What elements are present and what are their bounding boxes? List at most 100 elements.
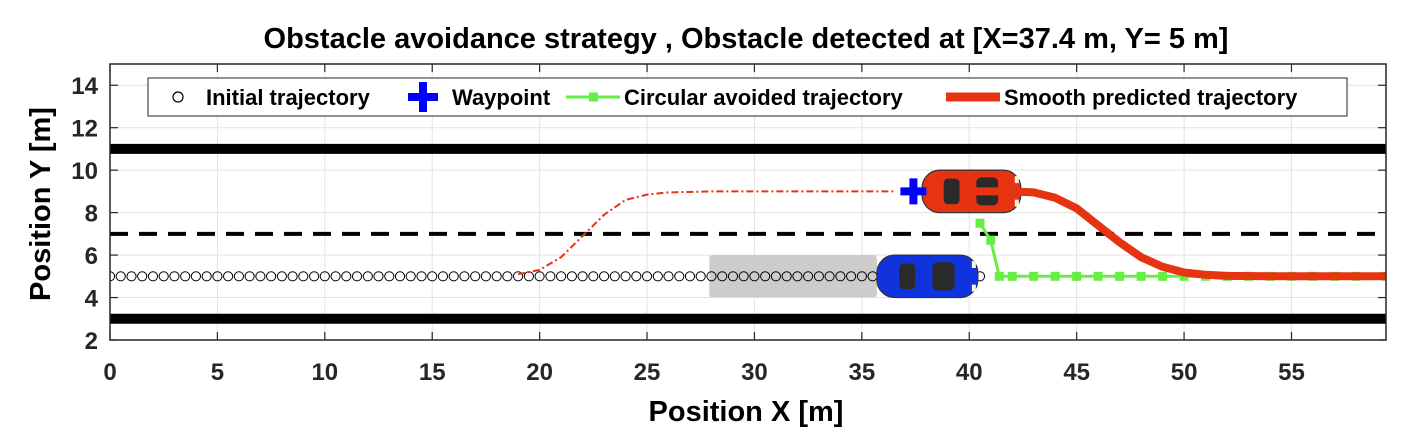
y-axis-label: Position Y [m] [25,107,57,301]
initial-trajectory-point [781,271,792,282]
legend-label: Smooth predicted trajectory [1004,85,1298,110]
initial-trajectory-point [212,271,223,282]
x-tick-label: 15 [419,359,446,386]
smooth-predicted-dashdot [517,190,895,276]
initial-trajectory-point [244,271,255,282]
initial-trajectory-point [459,271,470,282]
chart-title: Obstacle avoidance strategy , Obstacle d… [264,23,1229,55]
initial-trajectory-point [437,271,449,282]
initial-trajectory-point [362,271,373,282]
legend: Initial trajectory Waypoint Circular avoid… [147,77,1348,117]
initial-trajectory-point [180,271,191,282]
legend-swatch [172,91,184,103]
other-car-headlight [971,261,976,269]
initial-trajectory-point [717,271,728,282]
initial-trajectory-point [727,271,739,282]
other-car [876,254,979,299]
circular-avoided-point [975,218,985,228]
ego-car-roof [961,179,975,204]
initial-trajectory-point [513,271,524,282]
x-tick-label: 0 [103,359,116,386]
initial-trajectory-point [502,271,513,282]
legend-swatch [589,92,598,102]
x-tick-label: 30 [741,359,768,386]
x-tick-label: 40 [956,359,983,386]
ego-car-headlight [1014,176,1019,184]
other-car-roof [917,264,931,289]
circular-avoided-point [1072,271,1082,281]
circular-avoided-point [1007,271,1017,281]
initial-trajectory-point [631,271,642,282]
initial-trajectory-point [545,271,556,282]
initial-trajectory-point [749,271,760,282]
legend-box [147,77,1348,117]
initial-trajectory-point [470,271,481,282]
circular-avoided-point [1050,271,1060,281]
initial-trajectory-point [556,271,567,282]
plot-contents [110,143,1386,324]
initial-trajectory-point [147,271,159,282]
initial-trajectory-point [824,271,835,282]
y-tick-label: 8 [85,201,98,228]
plot-area: 0 5 10 15 20 25 30 35 40 45 50 55 2 4 6 8 10 12 14 Initial … [71,63,1387,386]
x-tick-label: 25 [634,359,661,386]
initial-trajectory-point [448,271,459,282]
initial-trajectory-point [738,271,749,282]
circular-avoided-point [994,271,1004,281]
x-tick-label: 20 [526,359,553,386]
initial-trajectory-point [609,271,620,282]
initial-trajectory-point [416,271,427,282]
other-car-headlight [971,284,976,292]
initial-trajectory-point [652,271,663,282]
y-tick-label: 12 [71,116,98,143]
initial-trajectory-point [684,271,696,282]
initial-trajectory-point [803,271,814,282]
ego-car-rear-window [943,178,960,205]
initial-trajectory-point [233,271,244,282]
initial-trajectory-point [674,271,685,282]
axes-box [109,63,1387,341]
initial-trajectory-point [330,271,341,282]
x-tick-label: 10 [311,359,338,386]
other-car-rear-window [899,263,916,290]
initial-trajectory-point [846,271,857,282]
initial-trajectory-point [405,271,416,282]
legend-label: Waypoint [452,85,551,110]
circular-avoided-point [986,235,996,245]
circular-avoided-point [1115,271,1125,281]
other-car-windshield [932,262,955,291]
initial-trajectory-point [351,271,363,282]
initial-trajectory-point [620,271,631,282]
x-tick-label: 50 [1171,359,1198,386]
y-tick-label: 10 [71,158,98,185]
initial-trajectory-point [491,271,502,282]
initial-trajectory-point [856,271,868,282]
initial-trajectory-point [341,271,352,282]
initial-trajectory-point [770,271,782,282]
initial-trajectory-point [309,271,320,282]
initial-trajectory-point [287,271,298,282]
initial-trajectory-point [190,271,201,282]
initial-trajectory-point [201,271,212,282]
initial-trajectory-point [566,271,578,282]
initial-trajectory-point [813,271,825,282]
initial-trajectory-point [115,271,126,282]
legend-label: Initial trajectory [206,85,371,110]
y-tick-label: 2 [85,328,98,355]
initial-trajectory-point [276,271,287,282]
ego-car-headlight [1014,199,1019,207]
initial-trajectory-point [480,271,491,282]
y-tick-label: 6 [85,243,98,270]
initial-trajectory-point [641,271,653,282]
x-tick-label: 55 [1278,359,1305,386]
initial-trajectory-point [169,271,180,282]
initial-trajectory-point [223,271,234,282]
y-tick-label: 4 [85,286,99,313]
initial-trajectory-point [394,271,406,282]
ego-car [921,169,1022,214]
initial-trajectory-point [158,271,169,282]
smooth-predicted-line [969,187,1386,281]
initial-trajectory-point [266,271,277,282]
initial-trajectory-point [588,271,599,282]
